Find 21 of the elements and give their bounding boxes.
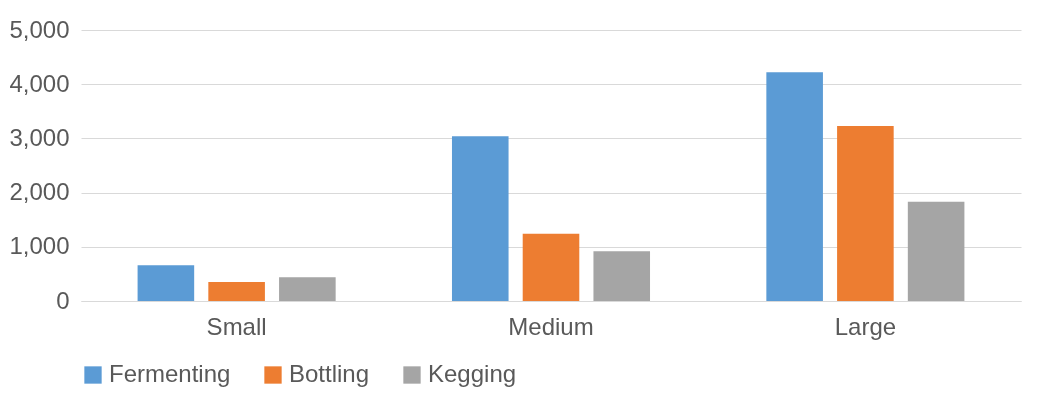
y-tick-label: 1,000 [9,232,70,260]
bar [766,72,823,301]
y-tick-label: 3,000 [9,123,70,151]
y-tick-label: 2,000 [9,178,70,206]
legend-label: Kegging [428,360,517,387]
x-tick-label: Large [834,312,897,340]
bar [137,265,195,301]
bar [907,201,965,301]
y-tick-label: 5,000 [9,15,70,43]
bar [208,282,265,301]
bar [451,136,509,301]
y-tick-label: 0 [56,286,70,314]
bar [593,251,651,301]
y-tick-label: 4,000 [9,69,70,97]
bar [522,233,580,301]
legend-label: Fermenting [109,360,231,387]
x-tick-label: Medium [508,312,594,340]
x-tick-label: Small [206,312,267,340]
bar [279,277,336,301]
legend-label: Bottling [289,360,370,387]
bar [837,125,894,301]
